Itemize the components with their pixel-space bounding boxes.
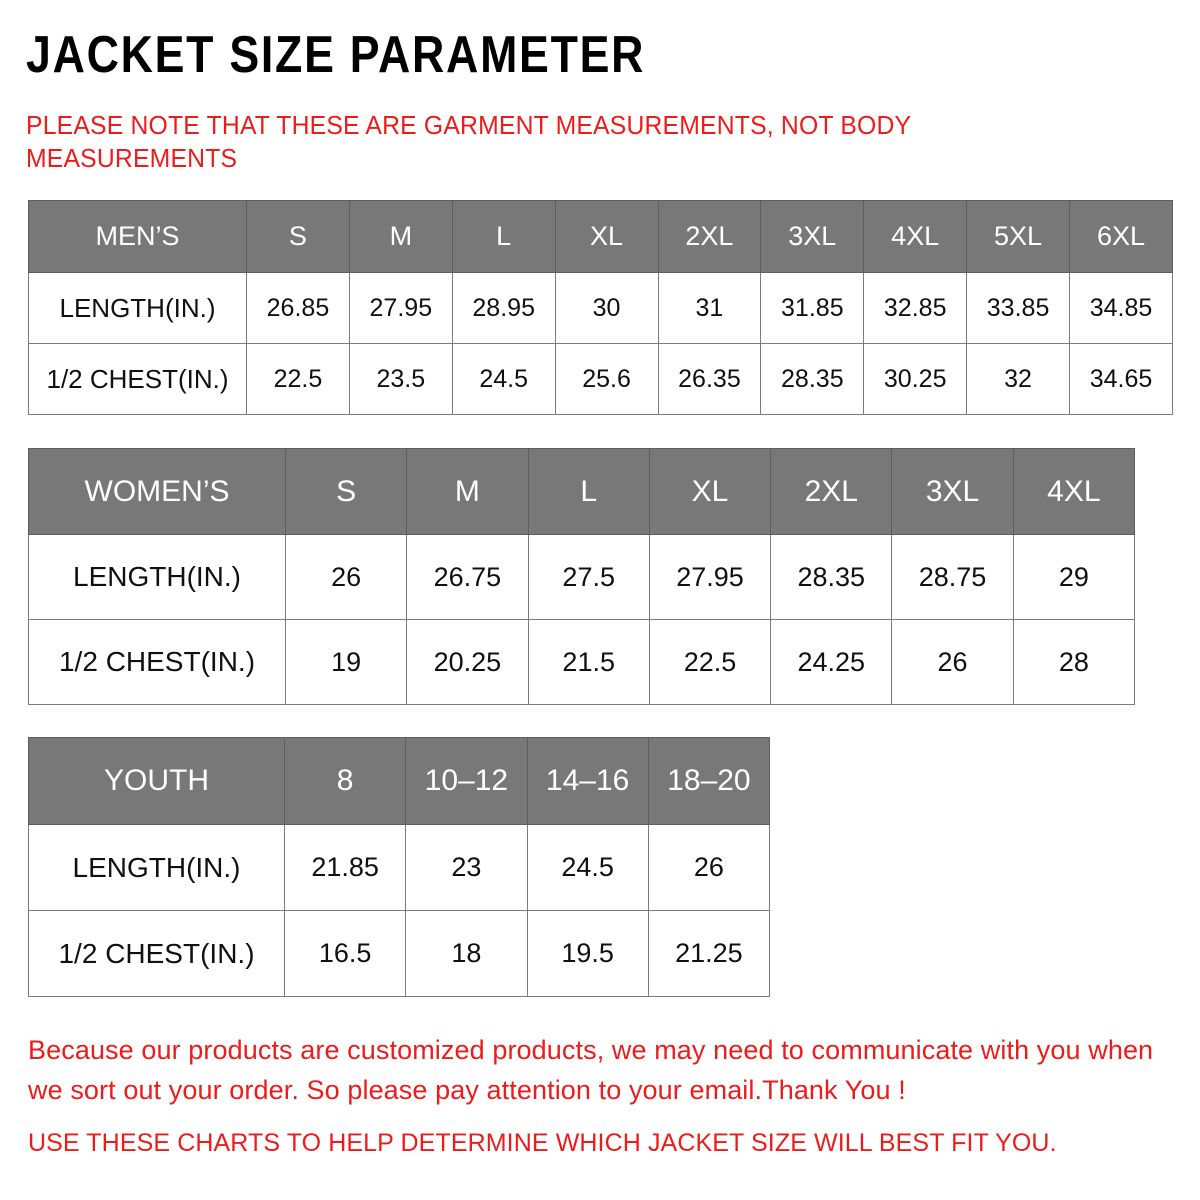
- womens-measurement-value: 26: [284, 534, 408, 620]
- page-title: JACKET SIZE PARAMETER: [26, 26, 646, 84]
- table-row: 1/2 CHEST(IN.) 16.5 18 19.5 21.25: [28, 910, 771, 997]
- table-row: LENGTH(IN.) 26.85 27.95 28.95 30 31 31.85 32.85…: [28, 272, 1173, 344]
- womens-measurement-value: 26: [891, 619, 1014, 705]
- youth-table-head: YOUTH 8 10–12 14–16 18–20: [28, 737, 771, 825]
- mens-measurement-value: 27.95: [348, 272, 453, 344]
- youth-measurement-label: 1/2 CHEST(IN.): [28, 910, 285, 997]
- mens-measurement-value: 31: [657, 272, 762, 344]
- youth-size-header: 10–12: [405, 737, 528, 825]
- table-row: 1/2 CHEST(IN.) 22.5 23.5 24.5 25.6 26.35 28.35…: [28, 343, 1173, 415]
- mens-size-header: M: [348, 200, 453, 273]
- mens-measurement-value: 28.95: [451, 272, 556, 344]
- mens-header-row: MEN’S S M L XL 2XL 3XL 4XL 5XL 6XL: [28, 200, 1173, 273]
- mens-size-header: S: [246, 200, 350, 273]
- womens-size-header: 3XL: [891, 448, 1014, 535]
- mens-size-header: XL: [554, 200, 659, 273]
- mens-size-header: 2XL: [657, 200, 762, 273]
- mens-table-body: LENGTH(IN.) 26.85 27.95 28.95 30 31 31.85 32.85…: [28, 272, 1173, 415]
- womens-size-header: XL: [648, 448, 772, 535]
- womens-measurement-value: 27.95: [648, 534, 772, 620]
- womens-size-header: 2XL: [770, 448, 893, 535]
- table-row: 1/2 CHEST(IN.) 19 20.25 21.5 22.5 24.25 26 28: [28, 619, 1136, 705]
- youth-size-header: 18–20: [647, 737, 771, 825]
- mens-measurement-value: 24.5: [451, 343, 556, 415]
- womens-measurement-value: 28.35: [770, 534, 893, 620]
- womens-size-header: S: [284, 448, 408, 535]
- youth-measurement-value: 26: [647, 824, 771, 911]
- mens-measurement-value: 25.6: [554, 343, 659, 415]
- mens-category-label: MEN’S: [28, 200, 247, 273]
- womens-measurement-value: 20.25: [406, 619, 529, 705]
- womens-measurement-value: 19: [284, 619, 408, 705]
- mens-measurement-value: 34.85: [1069, 272, 1173, 344]
- garment-measurement-note: PLEASE NOTE THAT THESE ARE GARMENT MEASU…: [26, 112, 911, 173]
- youth-category-label: YOUTH: [28, 737, 285, 825]
- mens-size-table: MEN’S S M L XL 2XL 3XL 4XL 5XL 6XL LENGTH(IN.) 26.…: [28, 200, 1173, 415]
- womens-size-header: 4XL: [1012, 448, 1136, 535]
- customized-products-note: Because our products are customized prod…: [28, 1035, 1154, 1105]
- womens-header-row: WOMEN’S S M L XL 2XL 3XL 4XL: [28, 448, 1136, 535]
- mens-size-header: 5XL: [966, 200, 1070, 273]
- youth-measurement-value: 19.5: [526, 910, 649, 997]
- womens-measurement-value: 29: [1012, 534, 1136, 620]
- mens-size-header: 4XL: [863, 200, 968, 273]
- womens-measurement-value: 22.5: [648, 619, 772, 705]
- youth-size-table: YOUTH 8 10–12 14–16 18–20 LENGTH(IN.) 21.85 23…: [28, 737, 771, 997]
- womens-size-header: L: [527, 448, 650, 535]
- use-charts-note: USE THESE CHARTS TO HELP DETERMINE WHICH…: [28, 1129, 1057, 1157]
- table-row: LENGTH(IN.) 21.85 23 24.5 26: [28, 824, 771, 911]
- womens-measurement-value: 27.5: [527, 534, 650, 620]
- youth-measurement-value: 18: [405, 910, 528, 997]
- womens-measurement-label: 1/2 CHEST(IN.): [28, 619, 286, 705]
- womens-measurement-value: 28.75: [891, 534, 1014, 620]
- youth-measurement-label: LENGTH(IN.): [28, 824, 285, 911]
- youth-measurement-value: 21.85: [283, 824, 407, 911]
- mens-size-header: 6XL: [1069, 200, 1173, 273]
- youth-measurement-value: 23: [405, 824, 528, 911]
- youth-measurement-value: 21.25: [647, 910, 771, 997]
- womens-measurement-label: LENGTH(IN.): [28, 534, 286, 620]
- mens-measurement-value: 23.5: [348, 343, 453, 415]
- youth-measurement-value: 16.5: [283, 910, 407, 997]
- womens-table-head: WOMEN’S S M L XL 2XL 3XL 4XL: [28, 448, 1136, 535]
- table-row: LENGTH(IN.) 26 26.75 27.5 27.95 28.35 28.75 29: [28, 534, 1136, 620]
- mens-table-head: MEN’S S M L XL 2XL 3XL 4XL 5XL 6XL: [28, 200, 1173, 273]
- womens-category-label: WOMEN’S: [28, 448, 286, 535]
- youth-size-header: 8: [283, 737, 407, 825]
- womens-measurement-value: 21.5: [527, 619, 650, 705]
- youth-size-header: 14–16: [526, 737, 649, 825]
- mens-measurement-label: LENGTH(IN.): [28, 272, 247, 344]
- mens-measurement-value: 31.85: [760, 272, 865, 344]
- mens-measurement-value: 22.5: [246, 343, 350, 415]
- womens-size-table: WOMEN’S S M L XL 2XL 3XL 4XL LENGTH(IN.) 26 26.75…: [28, 448, 1136, 705]
- womens-measurement-value: 26.75: [406, 534, 529, 620]
- womens-table-body: LENGTH(IN.) 26 26.75 27.5 27.95 28.35 28.75 29 1…: [28, 534, 1136, 705]
- womens-measurement-value: 24.25: [770, 619, 893, 705]
- youth-measurement-value: 24.5: [526, 824, 649, 911]
- mens-measurement-label: 1/2 CHEST(IN.): [28, 343, 247, 415]
- womens-measurement-value: 28: [1012, 619, 1136, 705]
- mens-measurement-value: 32: [966, 343, 1070, 415]
- mens-measurement-value: 26.35: [657, 343, 762, 415]
- mens-measurement-value: 34.65: [1069, 343, 1173, 415]
- youth-header-row: YOUTH 8 10–12 14–16 18–20: [28, 737, 771, 825]
- mens-measurement-value: 30: [554, 272, 659, 344]
- mens-size-header: 3XL: [760, 200, 865, 273]
- mens-measurement-value: 32.85: [863, 272, 968, 344]
- mens-measurement-value: 28.35: [760, 343, 865, 415]
- mens-measurement-value: 33.85: [966, 272, 1070, 344]
- mens-measurement-value: 30.25: [863, 343, 968, 415]
- mens-size-header: L: [451, 200, 556, 273]
- youth-table-body: LENGTH(IN.) 21.85 23 24.5 26 1/2 CHEST(IN.) 16…: [28, 824, 771, 997]
- womens-size-header: M: [406, 448, 529, 535]
- mens-measurement-value: 26.85: [246, 272, 350, 344]
